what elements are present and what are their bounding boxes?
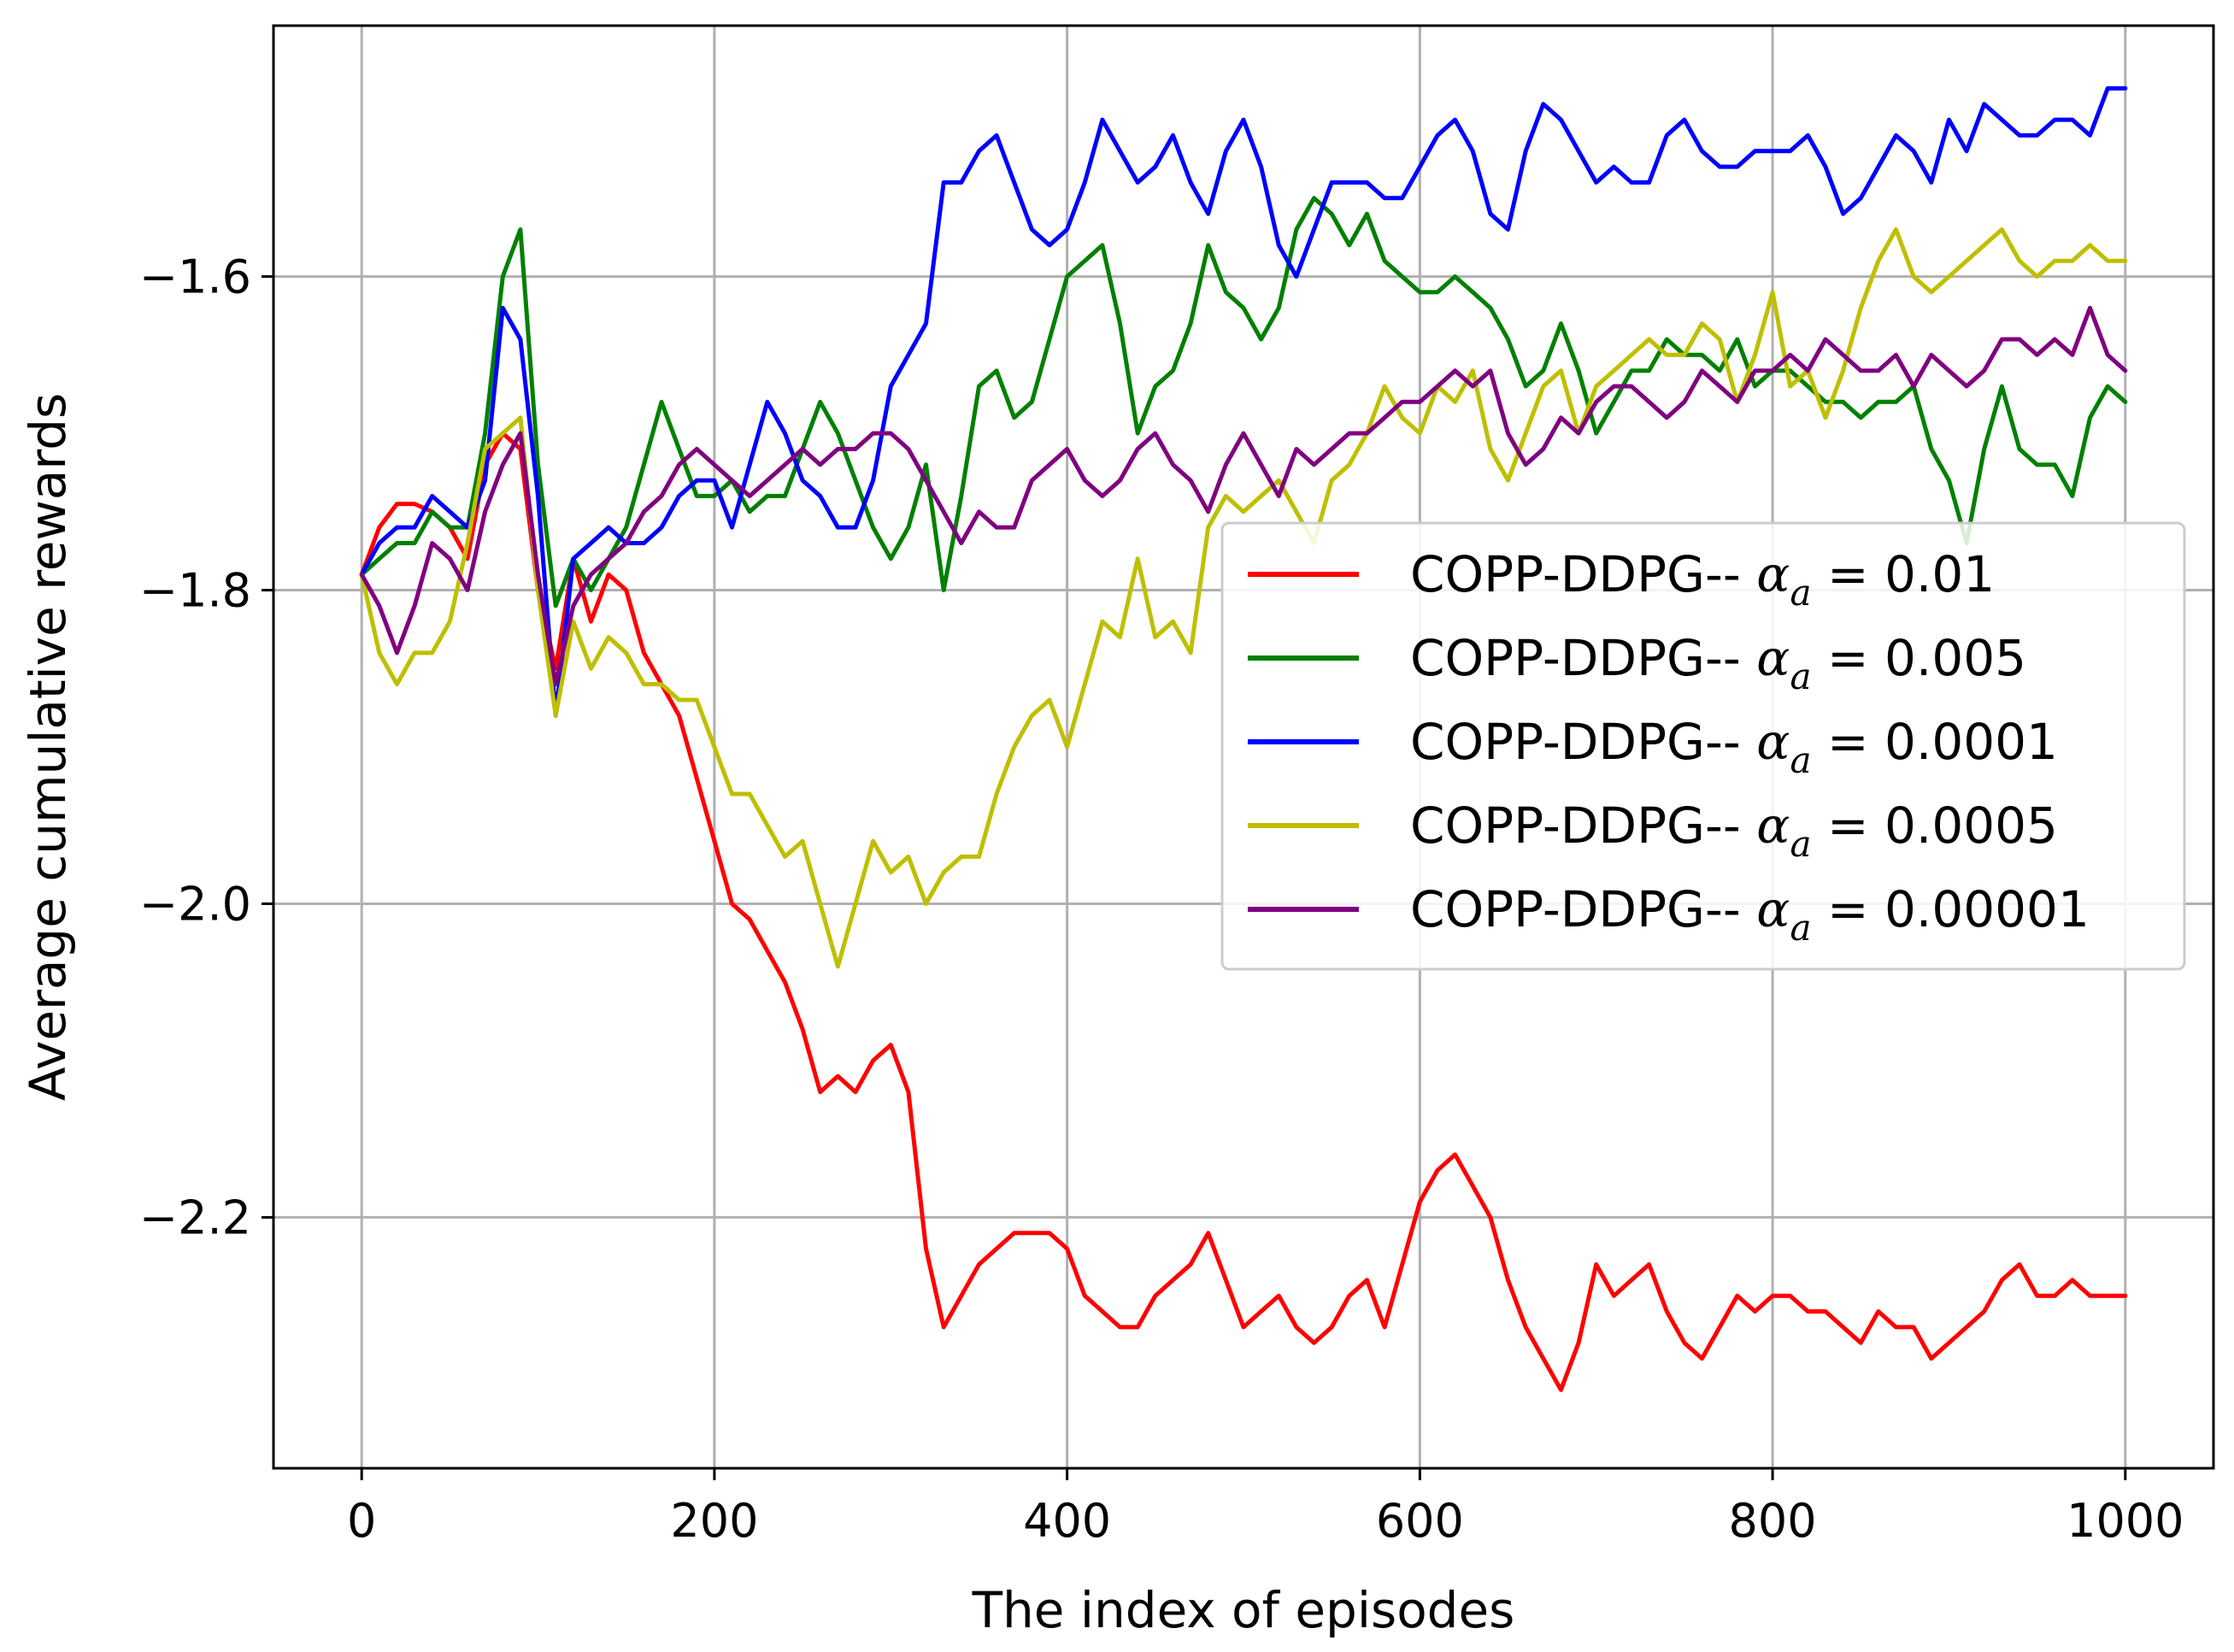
- x-tick-label: 200: [670, 1494, 758, 1548]
- plot-frame: [272, 24, 2215, 1470]
- series-line-0_0001: [359, 85, 2128, 718]
- y-tick-label: −1.8: [139, 564, 251, 618]
- y-tick-label: −2.2: [139, 1190, 251, 1244]
- legend-equals: =: [1812, 545, 1884, 603]
- legend-entry-label: COPP-DDPG-- αa = 0.00001: [1410, 880, 2090, 949]
- legend-box: [1220, 521, 2186, 971]
- axis-ticks: 0 200 400 600 800 1000 −2.2 −2.0 −1.8 −1.6: [139, 250, 2184, 1548]
- legend-subscript: a: [1790, 656, 1811, 697]
- legend-entry-label: COPP-DDPG-- αa = 0.0001: [1410, 713, 2058, 781]
- x-tick-label: 800: [1729, 1494, 1817, 1548]
- legend-value: 0.00001: [1884, 880, 2090, 938]
- legend-prefix: COPP-DDPG--: [1410, 629, 1756, 687]
- legend-alpha: α: [1756, 629, 1790, 687]
- legend-entry-label: COPP-DDPG-- αa = 0.01: [1410, 545, 1995, 614]
- x-tick-label: 400: [1023, 1494, 1111, 1548]
- legend-entry-label: COPP-DDPG-- αa = 0.005: [1410, 629, 2026, 697]
- legend-alpha: α: [1756, 797, 1790, 855]
- series-line-0_0005: [359, 227, 2128, 969]
- y-tick-label: −2.0: [139, 877, 251, 931]
- legend-subscript: a: [1790, 907, 1811, 949]
- legend-alpha: α: [1756, 713, 1790, 771]
- legend-alpha: α: [1756, 880, 1790, 938]
- series-line-0_01: [359, 431, 2128, 1392]
- legend-entry-label: COPP-DDPG-- αa = 0.0005: [1410, 797, 2058, 865]
- legend-equals: =: [1812, 797, 1884, 855]
- x-tick-label: 600: [1376, 1494, 1464, 1548]
- legend-value: 0.005: [1884, 629, 2026, 687]
- legend-equals: =: [1812, 880, 1884, 938]
- legend-value: 0.0005: [1884, 797, 2058, 855]
- legend-subscript: a: [1790, 739, 1811, 781]
- legend-prefix: COPP-DDPG--: [1410, 713, 1756, 771]
- series-layer: [359, 85, 2128, 1392]
- legend-prefix: COPP-DDPG--: [1410, 545, 1756, 603]
- legend-value: 0.0001: [1884, 713, 2058, 771]
- x-axis-label: The index of episodes: [972, 1581, 1515, 1639]
- legend-prefix: COPP-DDPG--: [1410, 880, 1756, 938]
- legend-subscript: a: [1790, 823, 1811, 865]
- legend-subscript: a: [1790, 572, 1811, 614]
- legend-value: 0.01: [1884, 545, 1995, 603]
- legend-prefix: COPP-DDPG--: [1410, 797, 1756, 855]
- legend-equals: =: [1812, 629, 1884, 687]
- legend-equals: =: [1812, 713, 1884, 771]
- x-tick-label: 1000: [2066, 1494, 2184, 1548]
- y-tick-label: −1.6: [139, 250, 251, 304]
- x-tick-label: 0: [347, 1494, 376, 1548]
- legend-alpha: α: [1756, 545, 1790, 603]
- y-axis-label: Average cumulative rewards: [19, 393, 77, 1102]
- series-line-0_00001: [359, 305, 2128, 687]
